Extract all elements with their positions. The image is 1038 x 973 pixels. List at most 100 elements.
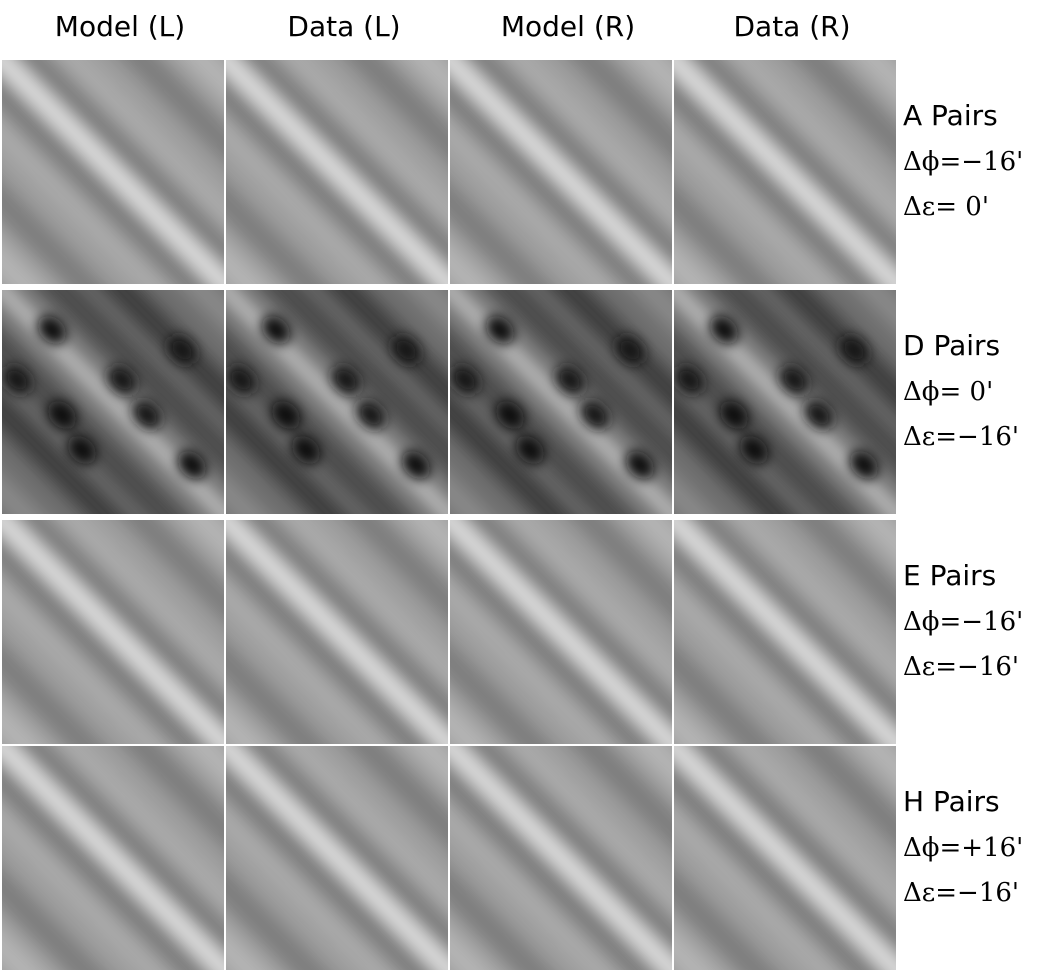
panel bbox=[2, 60, 224, 284]
stripe bbox=[347, 60, 448, 162]
stripe bbox=[2, 520, 224, 744]
blob bbox=[356, 400, 386, 430]
stripe bbox=[450, 520, 672, 744]
stripe bbox=[226, 520, 448, 744]
panel bbox=[2, 520, 224, 744]
stripe bbox=[226, 392, 347, 514]
stripe bbox=[674, 392, 795, 514]
stripe bbox=[795, 520, 896, 622]
stripe bbox=[103, 290, 224, 412]
blob bbox=[132, 400, 162, 430]
stripe bbox=[631, 290, 672, 331]
stripe bbox=[631, 520, 672, 561]
stripe bbox=[674, 243, 715, 284]
stripe bbox=[53, 746, 224, 918]
stripe bbox=[2, 703, 43, 744]
blob bbox=[291, 435, 321, 465]
panel bbox=[226, 290, 448, 514]
stripe bbox=[2, 243, 43, 284]
blob bbox=[47, 400, 77, 430]
blob bbox=[849, 450, 879, 480]
stripe bbox=[2, 290, 224, 514]
panel bbox=[674, 60, 896, 284]
stripe bbox=[226, 182, 327, 284]
stripe bbox=[450, 243, 491, 284]
stripe bbox=[690, 60, 896, 267]
panel bbox=[674, 520, 896, 744]
stripe bbox=[450, 642, 551, 744]
stripe bbox=[466, 60, 672, 267]
stripe bbox=[571, 746, 672, 848]
stripe bbox=[571, 60, 672, 162]
row-dphi: Δϕ=+16' bbox=[903, 833, 1023, 863]
row-dphi: Δϕ= 0' bbox=[903, 377, 993, 407]
column-header: Model (L) bbox=[55, 10, 185, 43]
stripe bbox=[674, 290, 896, 514]
stripes bbox=[450, 746, 672, 970]
stripe bbox=[2, 392, 123, 514]
stripe bbox=[226, 929, 267, 970]
blob bbox=[555, 365, 585, 395]
stripe bbox=[226, 537, 432, 744]
stripes bbox=[450, 60, 672, 284]
stripe bbox=[725, 520, 896, 692]
column-header: Data (R) bbox=[733, 10, 850, 43]
stripe bbox=[690, 520, 896, 727]
stripe bbox=[450, 763, 656, 970]
blob bbox=[485, 315, 515, 345]
blob bbox=[515, 435, 545, 465]
row-deps: Δε= 0' bbox=[903, 192, 989, 222]
stripes bbox=[2, 746, 224, 970]
blob bbox=[709, 315, 739, 345]
stripe bbox=[2, 763, 208, 970]
stripe bbox=[450, 77, 656, 284]
stripe bbox=[2, 642, 103, 744]
stripe bbox=[327, 290, 448, 412]
blob bbox=[167, 335, 197, 365]
stripe bbox=[501, 60, 672, 232]
row-deps: Δε=−16' bbox=[903, 652, 1019, 682]
stripe bbox=[674, 763, 880, 970]
stripes bbox=[226, 746, 448, 970]
stripe bbox=[450, 929, 491, 970]
stripe bbox=[267, 290, 448, 472]
stripe bbox=[242, 60, 448, 267]
stripe bbox=[466, 520, 672, 727]
stripe bbox=[725, 746, 896, 918]
stripe bbox=[450, 868, 551, 970]
row-dphi: Δϕ=−16' bbox=[903, 147, 1023, 177]
stripe bbox=[551, 290, 672, 412]
blob bbox=[580, 400, 610, 430]
stripes bbox=[226, 290, 448, 514]
stripe bbox=[407, 746, 448, 787]
blob bbox=[839, 335, 869, 365]
blobs bbox=[2, 315, 207, 480]
stripe bbox=[123, 60, 224, 162]
stripe bbox=[501, 746, 672, 918]
stripe bbox=[450, 703, 491, 744]
stripe bbox=[674, 798, 845, 970]
stripe bbox=[450, 112, 621, 284]
stripe bbox=[2, 77, 208, 284]
stripe bbox=[183, 290, 224, 331]
stripe bbox=[183, 60, 224, 101]
stripe bbox=[123, 746, 224, 848]
stripe bbox=[242, 520, 448, 727]
blob bbox=[226, 365, 256, 395]
row-deps: Δε=−16' bbox=[903, 422, 1019, 452]
stripe bbox=[715, 290, 896, 472]
stripe bbox=[226, 473, 267, 514]
stripe bbox=[2, 60, 224, 284]
stripe bbox=[407, 290, 448, 331]
stripes bbox=[674, 520, 896, 744]
blob bbox=[391, 335, 421, 365]
stripe bbox=[450, 798, 621, 970]
stripe bbox=[2, 473, 43, 514]
stripe bbox=[242, 746, 448, 953]
stripe bbox=[795, 746, 896, 848]
stripe bbox=[226, 77, 432, 284]
stripe bbox=[226, 290, 448, 514]
stripe bbox=[53, 520, 224, 692]
stripe bbox=[2, 868, 103, 970]
